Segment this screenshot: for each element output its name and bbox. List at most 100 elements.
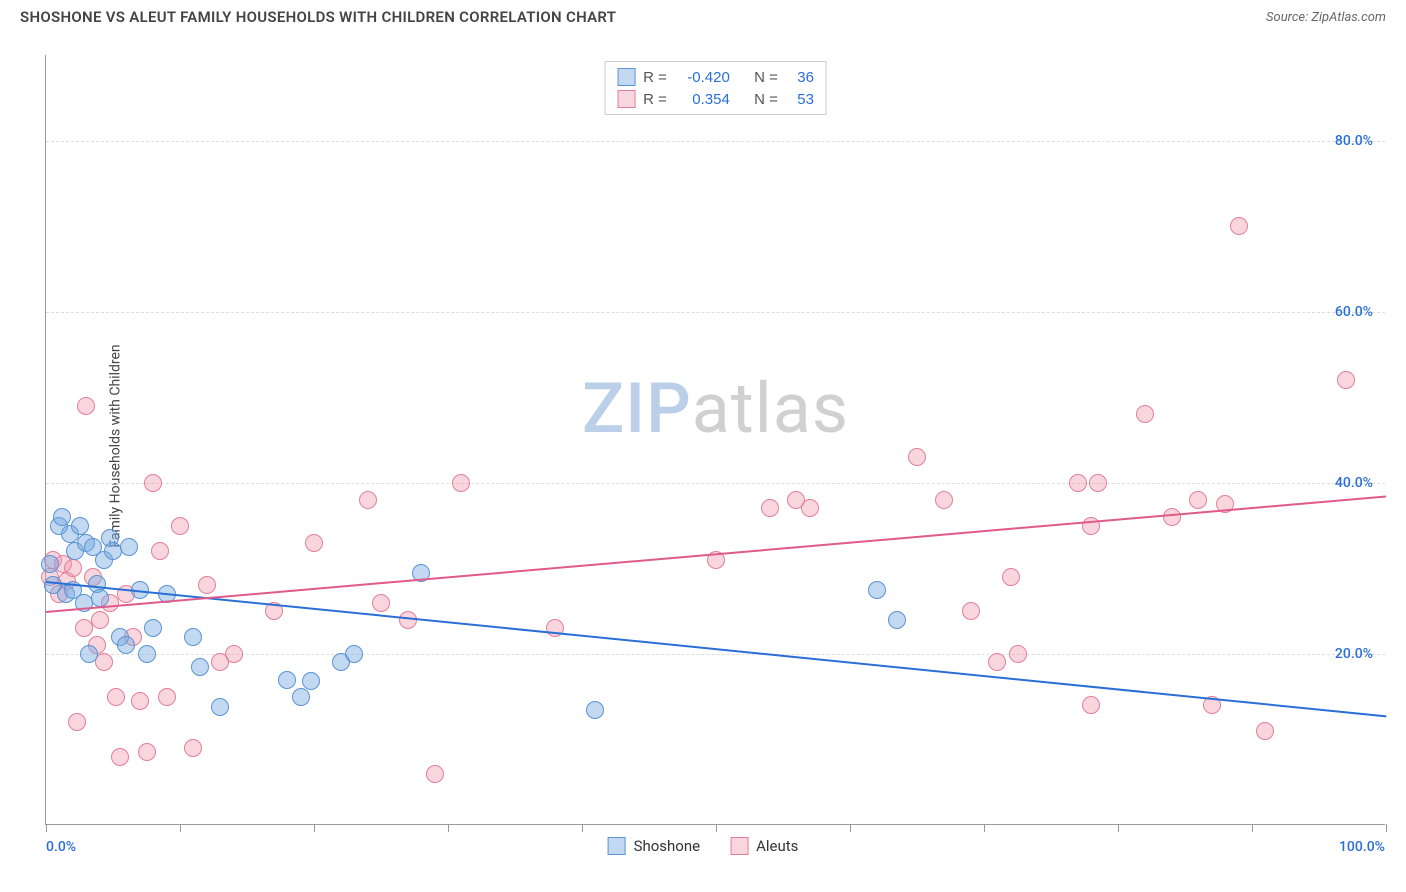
legend-series-item: Shoshone: [608, 837, 701, 855]
legend-correlation: R = -0.420 N = 36 R = 0.354 N = 53: [604, 61, 827, 115]
data-point: [1189, 491, 1207, 509]
data-point: [211, 698, 229, 716]
legend-swatch: [617, 90, 635, 108]
legend-swatch: [608, 837, 626, 855]
data-point: [1069, 474, 1087, 492]
legend-series: Shoshone Aleuts: [608, 837, 799, 855]
tick-x: [1118, 824, 1119, 832]
data-point: [1163, 508, 1181, 526]
chart-title: SHOSHONE VS ALEUT FAMILY HOUSEHOLDS WITH…: [20, 8, 616, 26]
watermark-atlas: atlas: [692, 368, 849, 450]
data-point: [184, 739, 202, 757]
data-point: [198, 576, 216, 594]
legend-swatch: [617, 68, 635, 86]
data-point: [908, 448, 926, 466]
data-point: [586, 701, 604, 719]
data-point: [191, 658, 209, 676]
data-point: [71, 517, 89, 535]
source-attribution: Source: ZipAtlas.com: [1266, 10, 1386, 25]
legend-series-item: Aleuts: [730, 837, 798, 855]
data-point: [184, 628, 202, 646]
data-point: [1337, 371, 1355, 389]
legend-series-label: Shoshone: [634, 837, 701, 855]
y-tick-label: 20.0%: [1335, 646, 1373, 662]
y-tick-label: 60.0%: [1335, 304, 1373, 320]
data-point: [131, 692, 149, 710]
data-point: [801, 499, 819, 517]
data-point: [91, 611, 109, 629]
tick-x: [984, 824, 985, 832]
legend-n-label: N =: [754, 69, 778, 86]
data-point: [452, 474, 470, 492]
legend-r-value: 0.354: [675, 91, 730, 108]
data-point: [278, 671, 296, 689]
trend-line: [46, 496, 1386, 613]
data-point: [305, 534, 323, 552]
trend-line: [46, 581, 1386, 717]
data-point: [1082, 517, 1100, 535]
tick-x: [314, 824, 315, 832]
data-point: [64, 559, 82, 577]
y-tick-label: 80.0%: [1335, 133, 1373, 149]
data-point: [77, 397, 95, 415]
watermark: ZIPatlas: [582, 368, 849, 450]
gridline-h: [46, 141, 1385, 142]
data-point: [1089, 474, 1107, 492]
data-point: [1002, 568, 1020, 586]
data-point: [888, 611, 906, 629]
data-point: [151, 542, 169, 560]
data-point: [158, 688, 176, 706]
gridline-h: [46, 483, 1385, 484]
legend-n-value: 53: [786, 91, 814, 108]
gridline-h: [46, 312, 1385, 313]
y-tick-label: 40.0%: [1335, 475, 1373, 491]
data-point: [68, 713, 86, 731]
data-point: [75, 619, 93, 637]
data-point: [91, 589, 109, 607]
legend-correlation-row: R = 0.354 N = 53: [617, 88, 814, 110]
data-point: [41, 555, 59, 573]
data-point: [111, 748, 129, 766]
data-point: [372, 594, 390, 612]
data-point: [1136, 405, 1154, 423]
data-point: [868, 581, 886, 599]
data-point: [225, 645, 243, 663]
data-point: [302, 672, 320, 690]
legend-series-label: Aleuts: [756, 837, 798, 855]
data-point: [988, 653, 1006, 671]
x-tick-label: 0.0%: [46, 839, 76, 855]
data-point: [53, 508, 71, 526]
data-point: [345, 645, 363, 663]
data-point: [120, 538, 138, 556]
legend-n-label: N =: [754, 91, 778, 108]
tick-x: [582, 824, 583, 832]
legend-r-value: -0.420: [675, 69, 730, 86]
plot-wrap: ZIPatlas R = -0.420 N = 36 R = 0.354 N = 53 2…: [45, 55, 1385, 825]
data-point: [1230, 217, 1248, 235]
data-point: [117, 636, 135, 654]
data-point: [138, 645, 156, 663]
header: SHOSHONE VS ALEUT FAMILY HOUSEHOLDS WITH…: [0, 0, 1406, 30]
data-point: [144, 474, 162, 492]
tick-x: [448, 824, 449, 832]
data-point: [1082, 696, 1100, 714]
data-point: [144, 619, 162, 637]
data-point: [107, 688, 125, 706]
legend-r-label: R =: [643, 69, 667, 86]
legend-r-label: R =: [643, 91, 667, 108]
x-tick-label: 100.0%: [1339, 839, 1385, 855]
tick-x: [1386, 824, 1387, 832]
tick-x: [1252, 824, 1253, 832]
tick-x: [46, 824, 47, 832]
tick-x: [180, 824, 181, 832]
data-point: [138, 743, 156, 761]
data-point: [292, 688, 310, 706]
data-point: [80, 645, 98, 663]
data-point: [761, 499, 779, 517]
watermark-zip: ZIP: [582, 368, 692, 450]
data-point: [359, 491, 377, 509]
plot-area: ZIPatlas R = -0.420 N = 36 R = 0.354 N = 53 2…: [45, 55, 1385, 825]
legend-n-value: 36: [786, 69, 814, 86]
tick-x: [716, 824, 717, 832]
data-point: [935, 491, 953, 509]
